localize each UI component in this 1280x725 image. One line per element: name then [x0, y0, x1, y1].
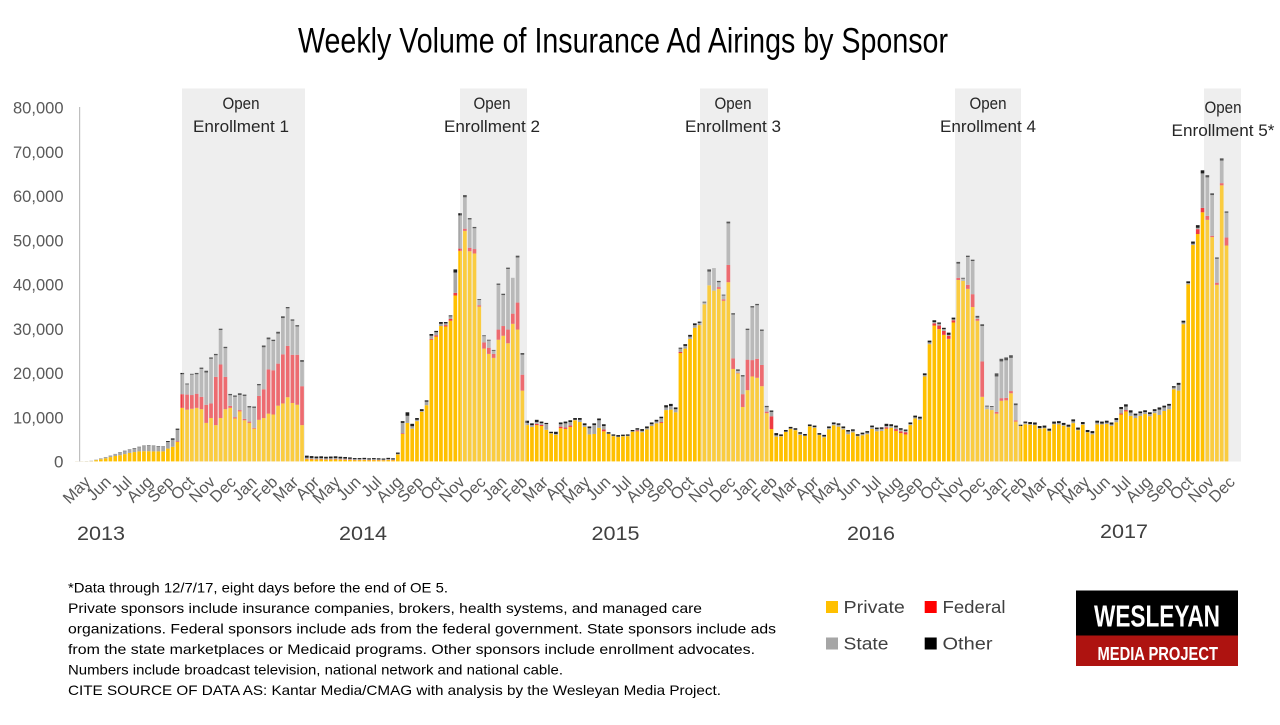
svg-text:Enrollment 5*: Enrollment 5*: [1172, 122, 1276, 140]
svg-text:CITE SOURCE OF DATA AS: Kantar: CITE SOURCE OF DATA AS: Kantar Media/CMA…: [68, 683, 721, 698]
svg-text:*Data through 12/7/17, eight d: *Data through 12/7/17, eight days before…: [68, 581, 448, 596]
svg-text:Open: Open: [970, 95, 1007, 113]
svg-text:Private: Private: [844, 597, 905, 617]
svg-text:70,000: 70,000: [13, 143, 64, 162]
svg-text:2017: 2017: [1100, 521, 1148, 543]
svg-text:2014: 2014: [339, 523, 387, 545]
svg-text:WESLEYAN: WESLEYAN: [1094, 600, 1220, 634]
svg-text:Enrollment 4: Enrollment 4: [940, 118, 1036, 136]
svg-text:2015: 2015: [592, 523, 640, 545]
svg-text:80,000: 80,000: [13, 99, 64, 118]
svg-text:0: 0: [54, 453, 63, 472]
svg-text:10,000: 10,000: [13, 408, 64, 427]
svg-text:Open: Open: [715, 95, 752, 113]
svg-text:Weekly Volume of Insurance Ad: Weekly Volume of Insurance Ad Airings by…: [298, 21, 948, 60]
svg-text:Open: Open: [223, 95, 260, 113]
svg-text:Enrollment 3: Enrollment 3: [685, 118, 781, 136]
svg-text:50,000: 50,000: [13, 231, 64, 250]
svg-text:MEDIA PROJECT: MEDIA PROJECT: [1098, 643, 1219, 664]
svg-text:organizations. Federal sponsor: organizations. Federal sponsors include …: [68, 622, 776, 637]
svg-text:30,000: 30,000: [13, 320, 64, 339]
svg-text:State: State: [844, 634, 889, 654]
svg-text:Open: Open: [1205, 99, 1242, 117]
svg-text:Other: Other: [943, 634, 993, 654]
svg-text:Enrollment 1: Enrollment 1: [193, 118, 289, 136]
svg-text:2016: 2016: [847, 523, 895, 545]
svg-text:from the state marketplaces or: from the state marketplaces or Medicaid …: [68, 642, 755, 657]
svg-text:Numbers include broadcast tele: Numbers include broadcast television, na…: [68, 663, 563, 678]
svg-text:Private sponsors include insur: Private sponsors include insurance compa…: [68, 601, 702, 616]
svg-text:40,000: 40,000: [13, 276, 64, 295]
svg-text:Open: Open: [474, 95, 511, 113]
svg-text:60,000: 60,000: [13, 187, 64, 206]
svg-text:Federal: Federal: [943, 597, 1006, 617]
svg-text:Enrollment 2: Enrollment 2: [444, 118, 540, 136]
svg-text:20,000: 20,000: [13, 364, 64, 383]
svg-text:2013: 2013: [77, 523, 125, 545]
